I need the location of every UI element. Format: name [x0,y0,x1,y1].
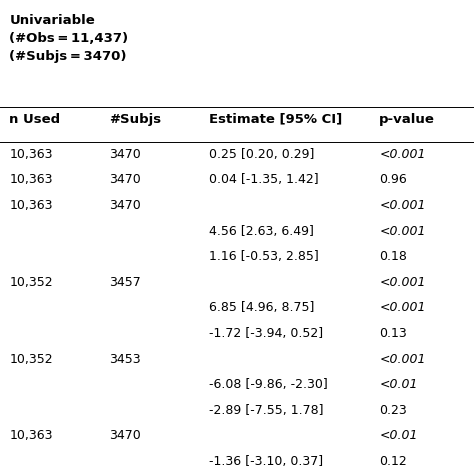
Text: 0.13: 0.13 [379,327,407,340]
Text: 6.85 [4.96, 8.75]: 6.85 [4.96, 8.75] [209,301,314,314]
Text: 3470: 3470 [109,173,141,186]
Text: n Used: n Used [9,113,61,126]
Text: 10,363: 10,363 [9,148,53,161]
Text: 1.16 [-0.53, 2.85]: 1.16 [-0.53, 2.85] [209,250,319,263]
Text: 4.56 [2.63, 6.49]: 4.56 [2.63, 6.49] [209,225,313,237]
Text: 10,352: 10,352 [9,276,53,289]
Text: 0.18: 0.18 [379,250,407,263]
Text: 3457: 3457 [109,276,141,289]
Text: 3453: 3453 [109,353,141,365]
Text: #Subjs: #Subjs [109,113,161,126]
Text: -1.72 [-3.94, 0.52]: -1.72 [-3.94, 0.52] [209,327,323,340]
Text: <0.001: <0.001 [379,353,426,365]
Text: -1.36 [-3.10, 0.37]: -1.36 [-3.10, 0.37] [209,455,323,468]
Text: 3470: 3470 [109,199,141,212]
Text: -2.89 [-7.55, 1.78]: -2.89 [-7.55, 1.78] [209,404,323,417]
Text: <0.001: <0.001 [379,199,426,212]
Text: -6.08 [-9.86, -2.30]: -6.08 [-9.86, -2.30] [209,378,328,391]
Text: <0.01: <0.01 [379,378,418,391]
Text: <0.001: <0.001 [379,301,426,314]
Text: 3470: 3470 [109,148,141,161]
Text: Estimate [95% CI]: Estimate [95% CI] [209,113,342,126]
Text: 0.04 [-1.35, 1.42]: 0.04 [-1.35, 1.42] [209,173,318,186]
Text: 0.96: 0.96 [379,173,407,186]
Text: <0.001: <0.001 [379,225,426,237]
Text: 10,363: 10,363 [9,199,53,212]
Text: p-value: p-value [379,113,435,126]
Text: 10,363: 10,363 [9,429,53,442]
Text: 0.23: 0.23 [379,404,407,417]
Text: 10,352: 10,352 [9,353,53,365]
Text: 0.25 [0.20, 0.29]: 0.25 [0.20, 0.29] [209,148,314,161]
Text: 3470: 3470 [109,429,141,442]
Text: <0.001: <0.001 [379,276,426,289]
Text: Univariable
(#Obs = 11,437)
(#Subjs = 3470): Univariable (#Obs = 11,437) (#Subjs = 34… [9,14,128,63]
Text: <0.01: <0.01 [379,429,418,442]
Text: 0.12: 0.12 [379,455,407,468]
Text: 10,363: 10,363 [9,173,53,186]
Text: <0.001: <0.001 [379,148,426,161]
